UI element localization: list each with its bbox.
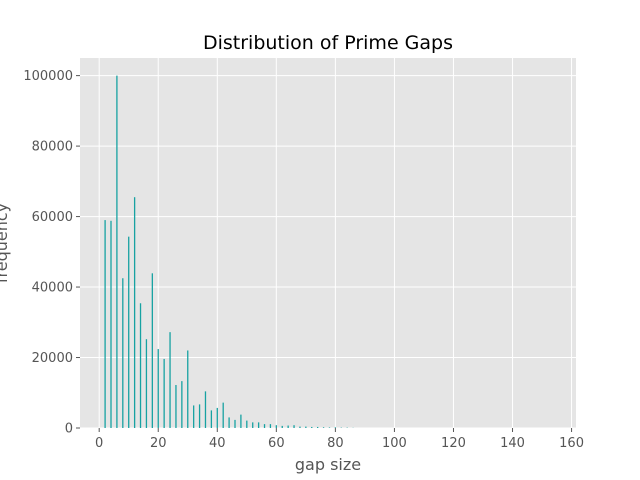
x-tick-label: 80 [327, 436, 344, 451]
bar-gap-76 [322, 427, 325, 428]
x-tick-label: 60 [268, 436, 285, 451]
bar-gap-2 [104, 220, 106, 428]
y-tick-label: 60000 [32, 210, 73, 225]
y-axis-ticks: 0 20000 40000 60000 80000 100000 [23, 69, 80, 437]
bar-gap-22 [163, 358, 165, 428]
bar-gap-34 [198, 404, 201, 428]
x-axis-label: gap size [295, 455, 361, 474]
y-tick-label: 40000 [32, 281, 73, 296]
bar-gap-16 [145, 339, 148, 428]
bar-gap-70 [305, 426, 307, 428]
bar-gap-4 [110, 220, 112, 428]
bar-gap-80 [334, 427, 337, 428]
bar-gap-56 [263, 424, 266, 428]
plot-background [80, 58, 576, 428]
x-tick-label: 120 [441, 436, 466, 451]
chart-title: Distribution of Prime Gaps [203, 32, 453, 54]
y-tick-label: 80000 [32, 140, 73, 155]
y-tick-label: 20000 [32, 351, 73, 366]
bar-gap-58 [269, 424, 272, 428]
bar-gap-72 [311, 426, 313, 428]
bar-gap-30 [187, 350, 189, 428]
x-tick-label: 20 [150, 436, 167, 451]
bar-gap-46 [234, 419, 236, 428]
bar-gap-10 [128, 236, 130, 428]
bar-gap-48 [240, 414, 242, 428]
x-axis-ticks: 0 20 40 60 80 100 120 140 160 [95, 428, 584, 451]
y-axis-label: frequency [0, 203, 11, 283]
bar-gap-24 [169, 332, 171, 428]
x-tick-label: 160 [559, 436, 584, 451]
bar-gap-50 [246, 420, 248, 428]
x-tick-label: 40 [209, 436, 226, 451]
bar-gap-6 [116, 75, 118, 428]
bar-gap-26 [175, 385, 177, 428]
x-tick-label: 100 [382, 436, 407, 451]
bar-gap-28 [181, 381, 183, 428]
bar-gap-52 [252, 422, 254, 428]
bar-gap-18 [151, 273, 153, 428]
bar-gap-54 [257, 422, 260, 428]
bar-gap-8 [122, 278, 124, 428]
bar-gap-74 [317, 426, 319, 428]
bars [104, 75, 354, 428]
bar-gap-44 [228, 417, 230, 428]
y-tick-label: 100000 [23, 69, 73, 84]
bar-gap-64 [287, 425, 289, 428]
bar-gap-68 [299, 426, 301, 428]
grid-lines [80, 58, 576, 429]
bar-gap-12 [133, 197, 136, 428]
bar-gap-36 [204, 391, 207, 428]
bar-gap-60 [275, 425, 277, 428]
bar-gap-66 [293, 425, 295, 428]
y-tick-label: 0 [65, 422, 73, 437]
bar-gap-62 [281, 425, 283, 428]
x-tick-label: 140 [500, 436, 525, 451]
x-tick-label: 0 [95, 436, 103, 451]
bar-gap-38 [210, 410, 213, 428]
bar-gap-40 [216, 407, 218, 428]
bar-gap-42 [222, 402, 224, 428]
bar-gap-20 [157, 349, 159, 428]
bar-gap-78 [328, 427, 331, 428]
bar-gap-14 [139, 303, 142, 428]
bar-gap-32 [193, 405, 195, 428]
